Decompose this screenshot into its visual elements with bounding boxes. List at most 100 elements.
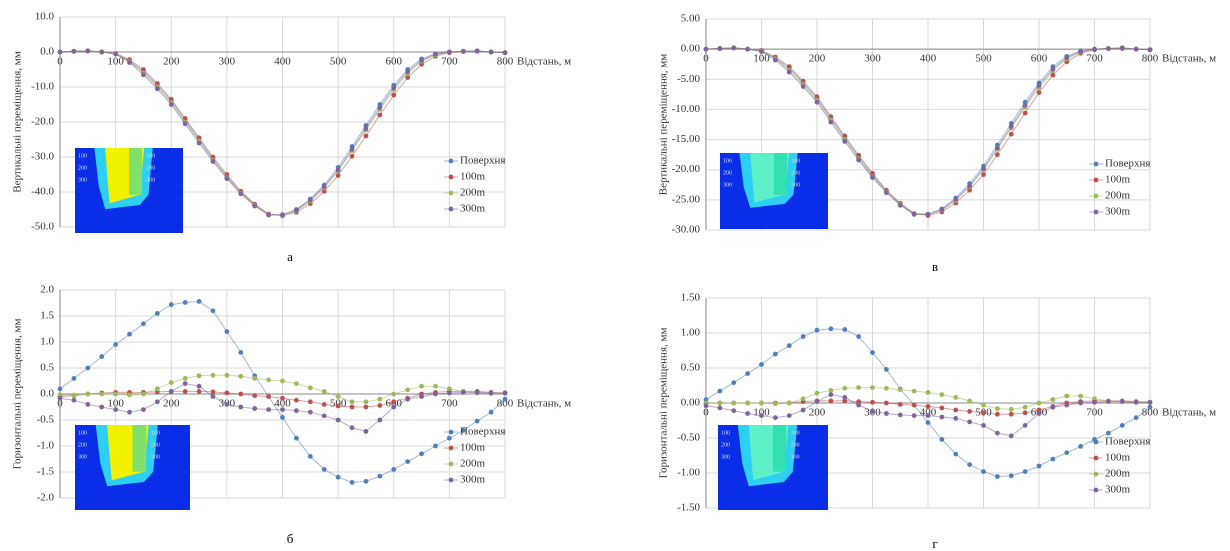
data-point xyxy=(321,413,327,419)
data-point xyxy=(196,389,202,394)
inset-tick-label: 300 xyxy=(151,454,160,460)
data-point xyxy=(446,49,452,55)
data-point xyxy=(99,404,105,410)
data-point xyxy=(210,389,216,395)
data-point xyxy=(842,327,848,332)
data-point xyxy=(1036,411,1042,416)
data-point xyxy=(224,176,230,182)
data-point xyxy=(759,400,764,406)
data-point xyxy=(717,400,723,406)
data-point xyxy=(1119,45,1125,51)
legend-label: 200m xyxy=(460,458,486,470)
data-point xyxy=(883,190,889,196)
data-point xyxy=(238,191,244,197)
data-point xyxy=(294,397,299,403)
legend-label: Поверхня xyxy=(1105,158,1150,170)
inset-tick-label: 100 xyxy=(146,153,155,159)
y-tick-label: -1.0 xyxy=(37,440,55,452)
data-point xyxy=(1064,450,1070,456)
chart: 2.01.51.00.50.0-0.5-1.0-1.5-2.0010020030… xyxy=(12,284,572,546)
data-point xyxy=(1105,430,1111,436)
data-point xyxy=(981,166,986,171)
inset-tick-label: 200 xyxy=(146,165,155,171)
data-point xyxy=(154,386,160,392)
data-point xyxy=(967,183,973,189)
data-point xyxy=(1147,399,1153,405)
data-point xyxy=(349,153,355,159)
data-point xyxy=(1105,46,1111,51)
data-point xyxy=(925,413,931,418)
data-point xyxy=(953,416,959,421)
data-point xyxy=(814,94,820,100)
inset-tick-label: 300 xyxy=(146,177,155,183)
data-point xyxy=(321,188,327,194)
data-point xyxy=(953,451,959,457)
data-point xyxy=(1105,399,1111,404)
data-point xyxy=(294,408,299,414)
legend-marker xyxy=(1093,471,1099,477)
data-point xyxy=(252,393,258,398)
x-tick-label: 400 xyxy=(920,53,937,65)
data-point xyxy=(994,474,1000,479)
data-point xyxy=(377,403,383,408)
data-point xyxy=(994,152,1000,158)
data-point xyxy=(99,49,105,55)
data-point xyxy=(307,197,313,203)
data-point xyxy=(419,58,424,63)
y-tick-label: 0.0 xyxy=(40,388,54,400)
data-point xyxy=(210,394,216,399)
data-point xyxy=(335,403,341,409)
data-point xyxy=(363,429,369,434)
data-point xyxy=(703,397,709,402)
x-tick-label: 700 xyxy=(1086,407,1103,419)
data-point xyxy=(856,334,862,339)
data-point xyxy=(210,308,216,314)
y-tick-label: -20.00 xyxy=(672,163,701,175)
y-tick-label: -20.0 xyxy=(31,116,54,128)
data-point xyxy=(377,473,383,479)
y-tick-label: -10.0 xyxy=(31,81,54,93)
data-point xyxy=(196,299,202,304)
data-point xyxy=(502,50,508,56)
x-tick-label: 100 xyxy=(753,407,770,419)
data-point xyxy=(335,173,341,178)
data-point xyxy=(307,399,313,405)
data-point xyxy=(1133,399,1139,405)
x-tick-label: 100 xyxy=(107,56,124,68)
legend-marker xyxy=(448,190,454,196)
x-axis-label: Відстань, м xyxy=(1162,53,1216,65)
data-point xyxy=(71,376,77,381)
data-point xyxy=(182,300,188,305)
data-point xyxy=(883,411,889,416)
data-point xyxy=(745,411,751,416)
data-point xyxy=(391,85,397,91)
data-point xyxy=(224,329,230,334)
data-point xyxy=(1119,423,1125,428)
data-point xyxy=(1050,456,1056,462)
data-point xyxy=(870,399,875,405)
data-point xyxy=(154,399,160,405)
x-axis-label: Відстань, м xyxy=(517,56,571,68)
data-point xyxy=(897,402,903,407)
data-point xyxy=(953,196,959,202)
data-point xyxy=(1078,49,1084,54)
data-point xyxy=(363,404,369,410)
data-point xyxy=(363,399,369,405)
legend-marker xyxy=(1093,193,1099,199)
y-tick-label: 0.50 xyxy=(681,362,701,374)
data-point xyxy=(57,395,63,401)
data-point xyxy=(870,409,875,414)
y-tick-label: 0.5 xyxy=(40,362,54,374)
data-point xyxy=(772,351,778,357)
data-point xyxy=(814,99,820,105)
data-point xyxy=(460,390,466,395)
data-point xyxy=(433,443,438,449)
y-tick-label: 1.00 xyxy=(681,327,701,339)
data-point xyxy=(1008,473,1014,479)
data-point xyxy=(363,478,369,484)
y-tick-label: -50.0 xyxy=(31,221,54,233)
data-point xyxy=(1036,407,1042,413)
y-axis-label: Горизонтальні переміщення, мм xyxy=(658,328,670,479)
data-point xyxy=(967,462,973,467)
data-point xyxy=(113,342,119,347)
